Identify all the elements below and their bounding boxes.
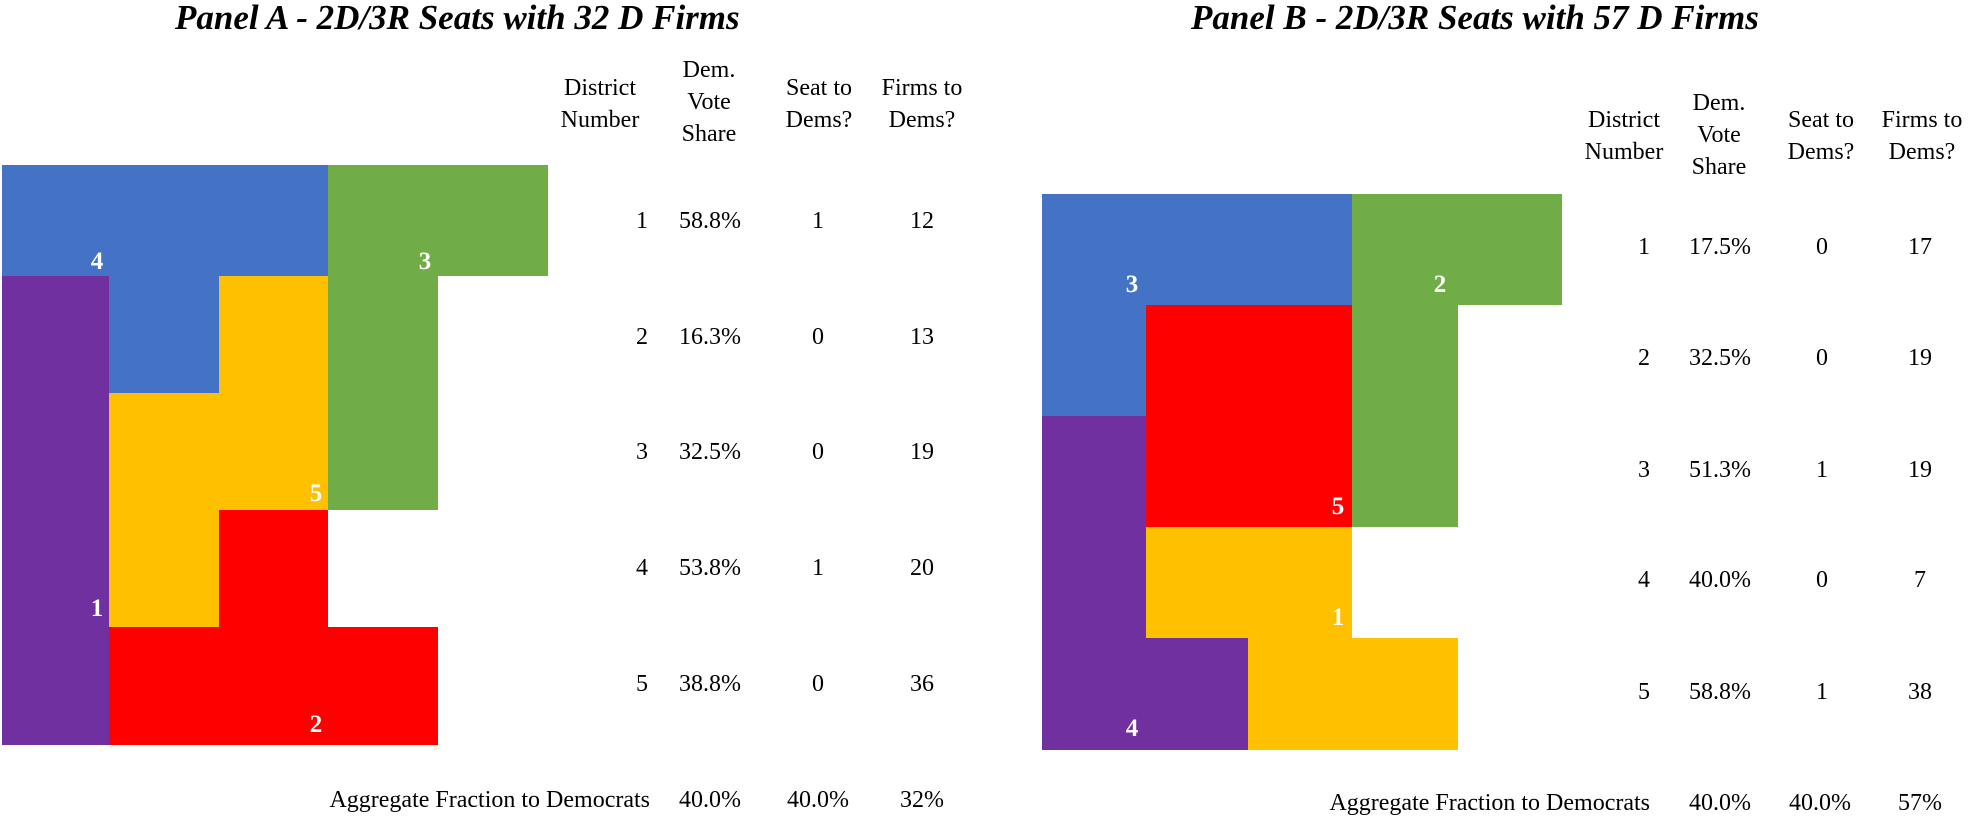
district-label: 1 bbox=[91, 595, 104, 622]
aggregate-firms: 57% bbox=[1898, 790, 1942, 816]
district-number: 5 bbox=[1638, 679, 1650, 705]
district-number: 3 bbox=[636, 439, 648, 465]
firms-to-dems: 19 bbox=[1908, 457, 1932, 483]
dem-vote-share: 38.8% bbox=[679, 671, 741, 697]
firms-to-dems: 7 bbox=[1914, 567, 1926, 593]
firms-to-dems: 38 bbox=[1908, 679, 1932, 705]
district-label: 5 bbox=[1332, 493, 1345, 520]
aggregate-label: Aggregate Fraction to Democrats bbox=[329, 787, 650, 813]
seat-to-dems: 0 bbox=[812, 439, 824, 465]
district-label: 4 bbox=[1126, 715, 1139, 742]
district-green bbox=[328, 165, 548, 510]
header-seat-to-dems: Seat to Dems? bbox=[785, 75, 853, 133]
district-red bbox=[109, 510, 438, 745]
dem-vote-share: 51.3% bbox=[1689, 457, 1751, 483]
district-number: 1 bbox=[1638, 234, 1650, 260]
aggregate-label: Aggregate Fraction to Democrats bbox=[1329, 790, 1650, 816]
district-green bbox=[1352, 194, 1562, 527]
district-label: 3 bbox=[1126, 271, 1139, 298]
seat-to-dems: 0 bbox=[1816, 234, 1828, 260]
panel-a-district-map: 4 3 5 1 2 bbox=[2, 165, 548, 745]
firms-to-dems: 19 bbox=[910, 439, 934, 465]
seat-to-dems: 1 bbox=[1816, 457, 1828, 483]
seat-to-dems: 0 bbox=[1816, 567, 1828, 593]
firms-to-dems: 20 bbox=[910, 555, 934, 581]
dem-vote-share: 58.8% bbox=[679, 208, 741, 234]
firms-to-dems: 12 bbox=[910, 208, 934, 234]
firms-to-dems: 13 bbox=[910, 324, 934, 350]
dem-vote-share: 16.3% bbox=[679, 324, 741, 350]
district-number: 4 bbox=[1638, 567, 1650, 593]
aggregate-seat: 40.0% bbox=[787, 787, 849, 813]
panel-a-title: Panel A - 2D/3R Seats with 32 D Firms bbox=[175, 0, 740, 37]
district-number: 3 bbox=[1638, 457, 1650, 483]
district-label: 2 bbox=[1434, 271, 1447, 298]
seat-to-dems: 0 bbox=[812, 324, 824, 350]
seat-to-dems: 0 bbox=[1816, 345, 1828, 371]
district-number: 2 bbox=[636, 324, 648, 350]
district-red bbox=[1146, 305, 1352, 527]
dem-vote-share: 17.5% bbox=[1689, 234, 1751, 260]
district-purple bbox=[1042, 416, 1248, 750]
seat-to-dems: 1 bbox=[1816, 679, 1828, 705]
district-number: 5 bbox=[636, 671, 648, 697]
firms-to-dems: 17 bbox=[1908, 234, 1932, 260]
firms-to-dems: 19 bbox=[1908, 345, 1932, 371]
header-district-number: District Number bbox=[560, 75, 640, 133]
dem-vote-share: 40.0% bbox=[1689, 567, 1751, 593]
district-yellow bbox=[109, 276, 328, 627]
district-yellow bbox=[1146, 527, 1458, 750]
aggregate-share: 40.0% bbox=[1689, 790, 1751, 816]
seat-to-dems: 0 bbox=[812, 671, 824, 697]
header-firms-to-dems: Firms to Dems? bbox=[1881, 107, 1963, 165]
district-number: 2 bbox=[1638, 345, 1650, 371]
dem-vote-share: 53.8% bbox=[679, 555, 741, 581]
header-seat-to-dems: Seat to Dems? bbox=[1787, 107, 1855, 165]
header-dem-vote-share: Dem. Vote Share bbox=[681, 57, 737, 147]
dem-vote-share: 58.8% bbox=[1689, 679, 1751, 705]
district-number: 1 bbox=[636, 208, 648, 234]
district-label: 3 bbox=[419, 248, 432, 275]
panel-b-title: Panel B - 2D/3R Seats with 57 D Firms bbox=[1191, 0, 1759, 37]
aggregate-seat: 40.0% bbox=[1789, 790, 1851, 816]
header-firms-to-dems: Firms to Dems? bbox=[881, 75, 963, 133]
aggregate-firms: 32% bbox=[900, 787, 944, 813]
district-label: 1 bbox=[1332, 604, 1345, 631]
panel-b: Panel B - 2D/3R Seats with 57 D Firms 3 … bbox=[986, 0, 1972, 819]
seat-to-dems: 1 bbox=[812, 555, 824, 581]
district-label: 5 bbox=[310, 480, 323, 507]
district-blue bbox=[2, 165, 328, 393]
district-label: 4 bbox=[91, 248, 104, 275]
district-label: 2 bbox=[310, 711, 323, 738]
dem-vote-share: 32.5% bbox=[679, 439, 741, 465]
district-number: 4 bbox=[636, 555, 648, 581]
panel-a: Panel A - 2D/3R Seats with 32 D Firms 4 … bbox=[2, 0, 963, 813]
seat-to-dems: 1 bbox=[812, 208, 824, 234]
panel-b-district-map: 3 2 5 1 4 bbox=[1042, 194, 1562, 750]
firms-to-dems: 36 bbox=[910, 671, 934, 697]
dem-vote-share: 32.5% bbox=[1689, 345, 1751, 371]
header-dem-vote-share: Dem. Vote Share bbox=[1691, 90, 1747, 180]
aggregate-share: 40.0% bbox=[679, 787, 741, 813]
header-district-number: District Number bbox=[1584, 107, 1664, 165]
district-purple bbox=[2, 276, 109, 745]
